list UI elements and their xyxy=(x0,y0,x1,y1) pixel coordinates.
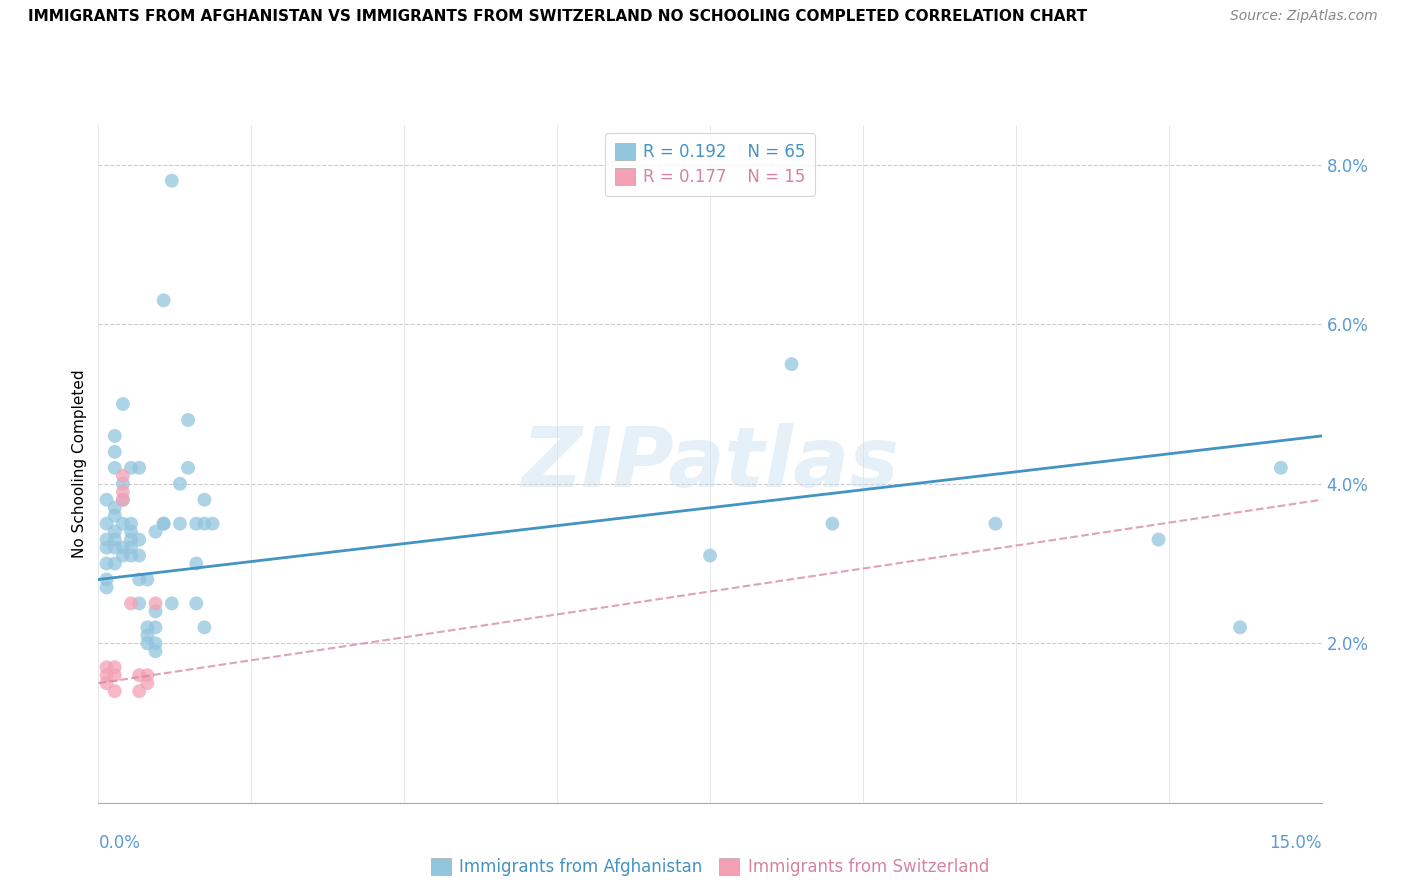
Point xyxy=(984,516,1007,531)
Point xyxy=(96,557,118,571)
Point xyxy=(128,596,150,610)
Text: Source: ZipAtlas.com: Source: ZipAtlas.com xyxy=(1230,9,1378,23)
Point xyxy=(111,484,134,499)
Point xyxy=(104,557,127,571)
Point xyxy=(1270,460,1292,475)
Point xyxy=(780,357,803,371)
Point xyxy=(111,397,134,411)
Point xyxy=(104,460,127,475)
Point xyxy=(96,516,118,531)
Point xyxy=(120,460,142,475)
Point xyxy=(104,524,127,539)
Y-axis label: No Schooling Completed: No Schooling Completed xyxy=(72,369,87,558)
Point xyxy=(120,533,142,547)
Point xyxy=(186,516,208,531)
Point xyxy=(120,516,142,531)
Point xyxy=(177,413,200,427)
Point xyxy=(96,541,118,555)
Point xyxy=(1229,620,1251,634)
Point xyxy=(96,581,118,595)
Point xyxy=(177,460,200,475)
Point xyxy=(104,533,127,547)
Point xyxy=(104,541,127,555)
Point xyxy=(152,516,174,531)
Point xyxy=(111,516,134,531)
Point xyxy=(120,524,142,539)
Point xyxy=(111,492,134,507)
Text: 0.0%: 0.0% xyxy=(98,834,141,852)
Text: 15.0%: 15.0% xyxy=(1270,834,1322,852)
Point xyxy=(111,541,134,555)
Point xyxy=(104,684,127,698)
Point xyxy=(152,516,174,531)
Point xyxy=(136,628,159,642)
Point xyxy=(128,533,150,547)
Point xyxy=(128,573,150,587)
Point xyxy=(104,668,127,682)
Point xyxy=(699,549,721,563)
Point xyxy=(111,468,134,483)
Point xyxy=(111,549,134,563)
Point xyxy=(128,668,150,682)
Point xyxy=(96,573,118,587)
Point xyxy=(104,445,127,459)
Point xyxy=(821,516,844,531)
Point xyxy=(111,492,134,507)
Text: ZIPatlas: ZIPatlas xyxy=(522,424,898,504)
Point xyxy=(160,596,183,610)
Point xyxy=(104,429,127,443)
Point xyxy=(201,516,224,531)
Point xyxy=(104,660,127,674)
Point xyxy=(193,516,215,531)
Point xyxy=(128,549,150,563)
Point xyxy=(145,524,167,539)
Point xyxy=(136,676,159,690)
Point xyxy=(145,620,167,634)
Legend: Immigrants from Afghanistan, Immigrants from Switzerland: Immigrants from Afghanistan, Immigrants … xyxy=(425,851,995,882)
Point xyxy=(120,596,142,610)
Point xyxy=(136,636,159,650)
Point xyxy=(145,604,167,618)
Point xyxy=(104,500,127,515)
Point xyxy=(96,676,118,690)
Point xyxy=(120,541,142,555)
Point xyxy=(186,596,208,610)
Point xyxy=(1147,533,1170,547)
Point xyxy=(96,492,118,507)
Point xyxy=(160,174,183,188)
Point xyxy=(169,476,191,491)
Point xyxy=(145,644,167,658)
Point xyxy=(104,508,127,523)
Point xyxy=(111,476,134,491)
Point xyxy=(193,492,215,507)
Point xyxy=(193,620,215,634)
Point xyxy=(145,636,167,650)
Point xyxy=(120,549,142,563)
Point xyxy=(152,293,174,308)
Point xyxy=(96,533,118,547)
Point xyxy=(136,668,159,682)
Point xyxy=(128,684,150,698)
Point xyxy=(145,596,167,610)
Point xyxy=(136,620,159,634)
Point xyxy=(136,573,159,587)
Point xyxy=(169,516,191,531)
Point xyxy=(128,460,150,475)
Point xyxy=(96,660,118,674)
Text: IMMIGRANTS FROM AFGHANISTAN VS IMMIGRANTS FROM SWITZERLAND NO SCHOOLING COMPLETE: IMMIGRANTS FROM AFGHANISTAN VS IMMIGRANT… xyxy=(28,9,1087,24)
Point xyxy=(186,557,208,571)
Point xyxy=(96,668,118,682)
